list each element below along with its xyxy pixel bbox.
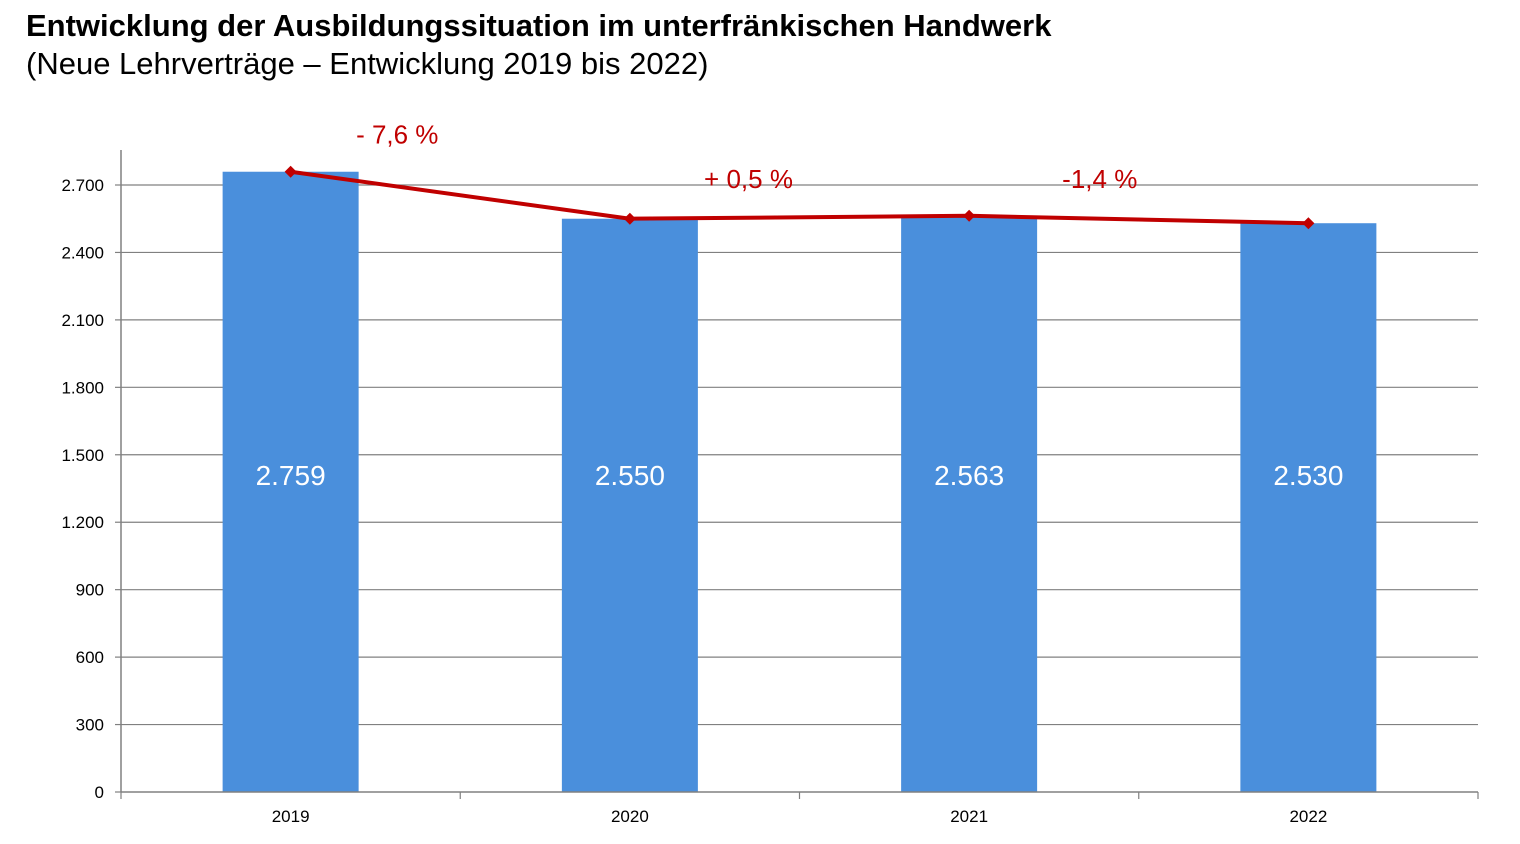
change-label: + 0,5 %: [704, 164, 793, 194]
chart-subtitle: (Neue Lehrverträge – Entwicklung 2019 bi…: [26, 46, 709, 81]
y-tick-label: 0: [95, 783, 104, 802]
trend-marker: [1302, 217, 1315, 230]
x-tick-label: 2021: [950, 807, 988, 826]
trend-marker: [623, 212, 636, 225]
bar-2022: [1240, 223, 1377, 793]
y-axis-ticks: 0 300 600 900 1.200 1.500 1.800 2.100 2.400 2.700: [61, 176, 121, 802]
trend-marker: [284, 165, 297, 178]
x-tick-label: 2022: [1289, 807, 1327, 826]
y-tick-label: 1.200: [61, 513, 104, 532]
y-tick-label: 2.100: [61, 311, 104, 330]
bar-2019: [222, 171, 359, 792]
change-label: -1,4 %: [1062, 164, 1137, 194]
bar-value-label: 2.530: [1273, 460, 1343, 491]
trend-polyline: [290, 169, 1309, 226]
y-tick-label: 300: [76, 716, 104, 735]
bars: [222, 171, 1377, 793]
y-tick-label: 600: [76, 648, 104, 667]
x-tick-label: 2020: [611, 807, 649, 826]
bar-value-label: 2.759: [256, 460, 326, 491]
bar-2021: [901, 215, 1038, 793]
trend-marker: [963, 209, 976, 222]
y-tick-label: 900: [76, 581, 104, 600]
x-tick-label: 2019: [272, 807, 310, 826]
bar-value-label: 2.550: [595, 460, 665, 491]
y-tick-label: 1.500: [61, 446, 104, 465]
chart-title: Entwicklung der Ausbildungssituation im …: [26, 8, 1052, 43]
change-label: - 7,6 %: [356, 120, 438, 150]
bar-2020: [561, 218, 698, 792]
data-labels: 2.759 2.550 2.563 2.530 - 7,6 % + 0,5 % -1,4 %: [256, 120, 1344, 491]
bar-value-label: 2.563: [934, 460, 1004, 491]
y-tick-label: 2.700: [61, 176, 104, 195]
trend-line: [284, 165, 1315, 230]
y-tick-label: 1.800: [61, 378, 104, 397]
x-axis-ticks: 2019 2020 2021 2022: [120, 792, 1479, 826]
y-tick-label: 2.400: [61, 243, 104, 262]
